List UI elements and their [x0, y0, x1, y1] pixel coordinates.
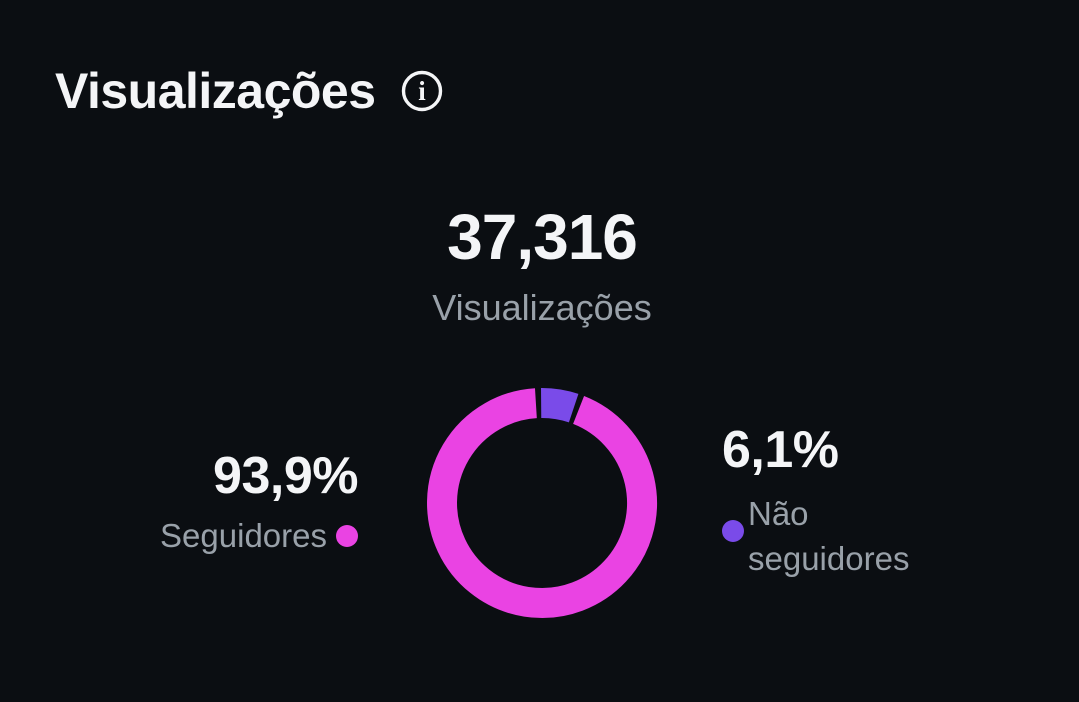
followers-percent: 93,9% — [213, 447, 358, 505]
info-icon[interactable]: i — [400, 69, 444, 113]
views-total-value: 37,316 — [447, 201, 638, 273]
header: Visualizações i — [55, 66, 444, 116]
page-title: Visualizações — [55, 63, 376, 119]
non-followers-percent: 6,1% — [722, 421, 839, 479]
legend-followers: 93,9% Seguidores — [120, 450, 358, 556]
donut-segment-seguidores — [427, 388, 657, 618]
non-followers-label: Não seguidores — [748, 495, 910, 577]
followers-label: Seguidores — [160, 517, 327, 554]
views-total-label: Visualizações — [432, 287, 652, 329]
followers-label-row: Seguidores — [120, 516, 358, 556]
non-followers-label-row: Não seguidores — [722, 492, 952, 582]
legend-non-followers: 6,1% Não seguidores — [722, 424, 952, 582]
donut-segment-n-o-seguidores — [540, 388, 579, 423]
non-followers-dot-icon — [722, 520, 744, 542]
svg-text:i: i — [418, 76, 426, 106]
followers-dot-icon — [336, 524, 358, 547]
info-circle-icon: i — [401, 70, 442, 112]
views-donut-chart — [427, 388, 657, 618]
views-summary: 37,316 Visualizações — [432, 202, 651, 330]
